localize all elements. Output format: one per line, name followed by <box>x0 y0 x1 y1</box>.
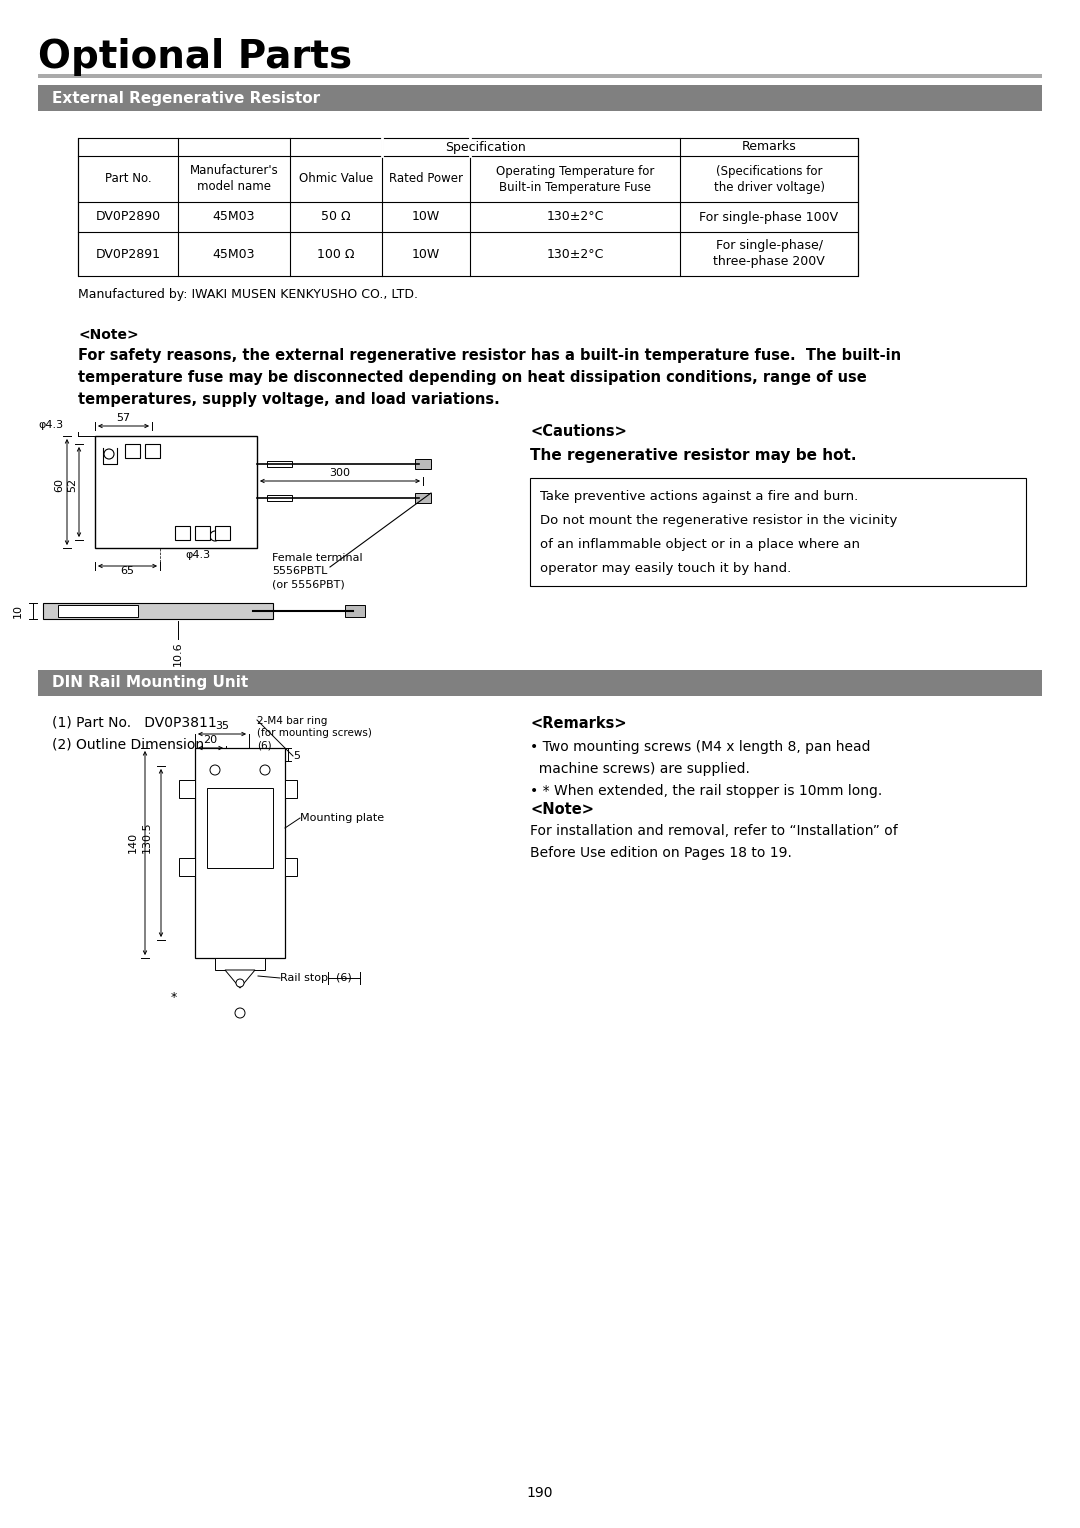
Bar <box>415 458 431 469</box>
Text: Do not mount the regenerative resistor in the vicinity: Do not mount the regenerative resistor i… <box>540 513 897 527</box>
Text: Operating Temperature for
Built-in Temperature Fuse: Operating Temperature for Built-in Tempe… <box>496 165 654 194</box>
Text: The regenerative resistor may be hot.: The regenerative resistor may be hot. <box>530 448 856 463</box>
Bar <box>285 859 297 876</box>
Text: <Note>: <Note> <box>530 802 594 817</box>
Bar <box>530 478 1026 587</box>
Bar <box>179 779 195 798</box>
Text: DIN Rail Mounting Unit: DIN Rail Mounting Unit <box>52 675 248 691</box>
Bar <box>38 73 1042 78</box>
Text: For single-phase 100V: For single-phase 100V <box>700 211 838 223</box>
Bar <box>207 788 273 868</box>
Bar <box>215 526 230 539</box>
Text: 65: 65 <box>121 565 135 576</box>
Bar <box>175 526 190 539</box>
Text: For installation and removal, refer to “Installation” of: For installation and removal, refer to “… <box>530 824 897 837</box>
Bar <box>285 779 297 798</box>
Text: φ4.3: φ4.3 <box>38 420 63 429</box>
Bar <box>179 859 195 876</box>
Text: Female terminal
5556PBTL
(or 5556PBT): Female terminal 5556PBTL (or 5556PBT) <box>272 553 363 590</box>
Text: Manufacturer's
model name: Manufacturer's model name <box>190 165 279 194</box>
Text: <Remarks>: <Remarks> <box>530 717 626 730</box>
Text: 100 Ω: 100 Ω <box>318 248 354 260</box>
Text: External Regenerative Resistor: External Regenerative Resistor <box>52 90 320 105</box>
Text: 130±2°C: 130±2°C <box>546 248 604 260</box>
Bar <box>195 526 210 539</box>
Circle shape <box>235 1008 245 1018</box>
Circle shape <box>210 766 220 775</box>
Text: • Two mounting screws (M4 x length 8, pan head: • Two mounting screws (M4 x length 8, pa… <box>530 740 870 753</box>
Circle shape <box>260 766 270 775</box>
Text: Rated Power: Rated Power <box>389 173 463 185</box>
Text: (1) Part No.   DV0P3811: (1) Part No. DV0P3811 <box>52 717 217 730</box>
Text: machine screws) are supplied.: machine screws) are supplied. <box>530 762 750 776</box>
Text: temperature fuse may be disconnected depending on heat dissipation conditions, r: temperature fuse may be disconnected dep… <box>78 370 867 385</box>
Text: temperatures, supply voltage, and load variations.: temperatures, supply voltage, and load v… <box>78 393 500 406</box>
Text: 45M03: 45M03 <box>213 248 255 260</box>
Text: operator may easily touch it by hand.: operator may easily touch it by hand. <box>540 562 792 575</box>
Text: DV0P2890: DV0P2890 <box>95 211 161 223</box>
Text: (2) Outline Dimension: (2) Outline Dimension <box>52 738 204 752</box>
Text: <Cautions>: <Cautions> <box>530 423 626 439</box>
Text: 60: 60 <box>54 478 64 492</box>
Bar <box>78 138 858 277</box>
Circle shape <box>237 979 244 987</box>
Bar <box>58 605 138 617</box>
Circle shape <box>104 449 114 458</box>
Text: 10W: 10W <box>411 211 441 223</box>
Text: 140: 140 <box>129 831 138 853</box>
Bar <box>267 495 292 501</box>
Text: Mounting plate: Mounting plate <box>300 813 384 824</box>
Text: For single-phase/
three-phase 200V: For single-phase/ three-phase 200V <box>713 240 825 269</box>
Text: DV0P2891: DV0P2891 <box>95 248 161 260</box>
Text: (6): (6) <box>336 973 352 983</box>
Bar <box>125 445 140 458</box>
Text: 57: 57 <box>117 413 131 423</box>
Text: 190: 190 <box>527 1487 553 1500</box>
Text: <Note>: <Note> <box>78 329 138 342</box>
Text: *: * <box>171 992 177 1004</box>
Bar <box>38 86 1042 112</box>
Bar <box>267 461 292 468</box>
Text: Ohmic Value: Ohmic Value <box>299 173 373 185</box>
Polygon shape <box>225 970 255 989</box>
Text: 10: 10 <box>13 604 23 617</box>
Text: 130.5: 130.5 <box>141 822 152 853</box>
Text: φ4.3: φ4.3 <box>185 550 211 559</box>
Bar <box>415 494 431 503</box>
Text: 130±2°C: 130±2°C <box>546 211 604 223</box>
Text: 52: 52 <box>67 478 77 492</box>
Text: Rail stop: Rail stop <box>280 973 328 983</box>
Text: 300: 300 <box>329 468 351 478</box>
Text: Optional Parts: Optional Parts <box>38 38 352 76</box>
Bar <box>195 749 285 958</box>
Text: of an inflammable object or in a place where an: of an inflammable object or in a place w… <box>540 538 860 552</box>
Text: Take preventive actions against a fire and burn.: Take preventive actions against a fire a… <box>540 490 859 503</box>
Bar <box>345 605 365 617</box>
Text: • * When extended, the rail stopper is 10mm long.: • * When extended, the rail stopper is 1… <box>530 784 882 798</box>
Circle shape <box>210 532 220 541</box>
Bar <box>43 604 273 619</box>
Text: 10.6: 10.6 <box>173 642 183 666</box>
Bar <box>95 435 257 549</box>
Text: 35: 35 <box>215 721 229 730</box>
Text: 45M03: 45M03 <box>213 211 255 223</box>
Text: 20: 20 <box>203 735 217 746</box>
Text: Specification: Specification <box>445 141 525 153</box>
Text: For safety reasons, the external regenerative resistor has a built-in temperatur: For safety reasons, the external regener… <box>78 348 901 364</box>
Text: Manufactured by: IWAKI MUSEN KENKYUSHO CO., LTD.: Manufactured by: IWAKI MUSEN KENKYUSHO C… <box>78 287 418 301</box>
Text: 2-M4 bar ring
(for mounting screws)
(6): 2-M4 bar ring (for mounting screws) (6) <box>257 717 372 750</box>
Text: 50 Ω: 50 Ω <box>321 211 351 223</box>
Text: Remarks: Remarks <box>742 141 796 153</box>
Bar <box>215 958 265 970</box>
Text: Before Use edition on Pages 18 to 19.: Before Use edition on Pages 18 to 19. <box>530 847 792 860</box>
Text: (Specifications for
the driver voltage): (Specifications for the driver voltage) <box>714 165 824 194</box>
Text: 10W: 10W <box>411 248 441 260</box>
Text: Part No.: Part No. <box>105 173 151 185</box>
Bar <box>38 669 1042 695</box>
Bar <box>145 445 160 458</box>
Text: 5: 5 <box>293 750 300 761</box>
